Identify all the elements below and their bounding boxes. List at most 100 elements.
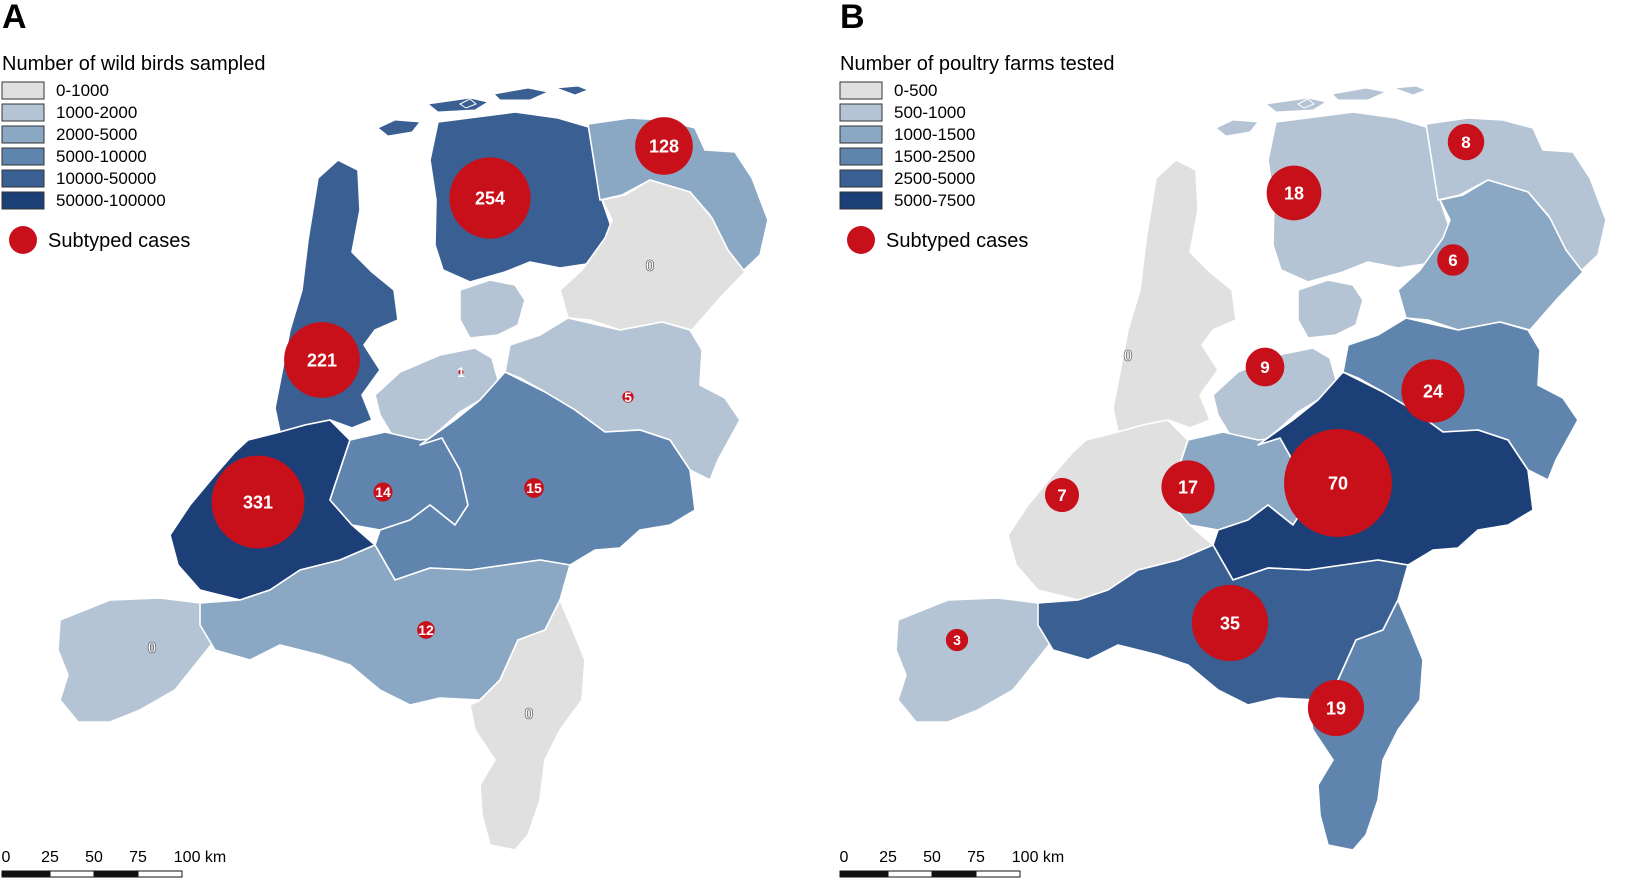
scale-tick-label: 25 bbox=[41, 849, 59, 866]
legend-label: 1500-2500 bbox=[894, 147, 975, 166]
scale-tick-label: 100 km bbox=[1012, 849, 1064, 866]
case-circle-flevoland bbox=[1245, 347, 1285, 387]
island-shape bbox=[555, 85, 590, 96]
scale-segment bbox=[975, 870, 1021, 878]
scale-tick-label: 50 bbox=[85, 849, 103, 866]
case-count-label: 35 bbox=[1220, 613, 1240, 633]
legend-swatch bbox=[839, 125, 883, 144]
legend-title: Number of poultry farms tested bbox=[840, 53, 1115, 75]
case-count-label: 12 bbox=[418, 622, 434, 638]
case-circle-overijssel bbox=[622, 391, 634, 403]
case-circle-limburg bbox=[1307, 679, 1365, 737]
island-shape bbox=[377, 119, 421, 137]
scale-segment bbox=[137, 870, 183, 878]
case-circle-gelderland bbox=[1284, 429, 1392, 537]
legend-swatch bbox=[1, 147, 45, 166]
legend-label: 50000-100000 bbox=[56, 191, 166, 210]
case-count-label: 0 bbox=[525, 706, 534, 723]
legend-label: 5000-7500 bbox=[894, 191, 975, 210]
case-count-label: 17 bbox=[1178, 477, 1198, 497]
province-map bbox=[57, 111, 769, 851]
province-noord-holland bbox=[1112, 159, 1237, 433]
case-count-label: 14 bbox=[375, 484, 391, 500]
case-circle-friesland bbox=[449, 157, 531, 239]
case-circle-flevoland bbox=[458, 369, 464, 375]
case-count-label: 331 bbox=[243, 492, 273, 512]
case-count-label: 24 bbox=[1423, 381, 1443, 401]
case-count-label: 70 bbox=[1328, 473, 1348, 493]
island-shape bbox=[426, 97, 490, 113]
province-zeeland bbox=[895, 597, 1069, 723]
case-count-label: 18 bbox=[1284, 183, 1304, 203]
scale-bar: 0 25 50 75 100 km bbox=[839, 849, 1064, 878]
case-count-label: 1 bbox=[457, 364, 465, 380]
case-circle-noord-brabant bbox=[1191, 584, 1269, 662]
case-count-label: 254 bbox=[475, 188, 505, 208]
island-shape bbox=[1297, 98, 1315, 109]
case-circle-groningen bbox=[1447, 123, 1485, 161]
scale-tick-label: 0 bbox=[2, 849, 11, 866]
legend-swatch bbox=[839, 81, 883, 100]
scale-segment bbox=[49, 870, 95, 878]
case-count-label: 0 bbox=[148, 640, 157, 657]
case-circles: 18 8 6 0 9 24 7 17 70 3 35 19 bbox=[945, 123, 1485, 737]
case-count-label: 3 bbox=[953, 632, 961, 648]
province-noordoostpolder bbox=[1297, 279, 1364, 339]
province-friesland bbox=[1267, 111, 1453, 283]
island-shape bbox=[1330, 87, 1388, 101]
legend-circle-symbol bbox=[9, 226, 37, 254]
legend-swatch bbox=[1, 191, 45, 210]
legend-label: 5000-10000 bbox=[56, 147, 147, 166]
island-shape bbox=[1393, 85, 1428, 96]
case-circle-zuid-holland bbox=[1044, 477, 1080, 513]
legend-circle-symbol bbox=[847, 226, 875, 254]
scale-segment bbox=[887, 870, 933, 878]
scale-tick-label: 0 bbox=[840, 849, 849, 866]
legend-swatch bbox=[1, 81, 45, 100]
scale-segment bbox=[93, 870, 139, 878]
case-circle-noord-holland bbox=[284, 322, 360, 398]
case-count-label: 221 bbox=[307, 350, 337, 370]
legend-label: 10000-50000 bbox=[56, 169, 156, 188]
legend-label: 1000-1500 bbox=[894, 125, 975, 144]
case-circle-zeeland bbox=[945, 628, 969, 652]
island-shape bbox=[1215, 119, 1259, 137]
legend-swatch bbox=[1, 125, 45, 144]
wadden-islands bbox=[1215, 85, 1428, 137]
province-map bbox=[895, 111, 1607, 851]
case-circle-groningen bbox=[635, 117, 693, 175]
legend: Number of wild birds sampled 0-1000 1000-2… bbox=[1, 53, 265, 254]
case-circle-utrecht bbox=[373, 482, 393, 502]
panel-label: A bbox=[2, 0, 27, 36]
scale-segment bbox=[839, 870, 889, 878]
case-count-label: 6 bbox=[1448, 251, 1457, 270]
legend-swatch bbox=[1, 103, 45, 122]
legend-label: 0-500 bbox=[894, 81, 937, 100]
wadden-islands bbox=[377, 85, 590, 137]
scale-bar: 0 25 50 75 100 km bbox=[1, 849, 226, 878]
scale-segment bbox=[931, 870, 977, 878]
legend-circle-label: Subtyped cases bbox=[886, 230, 1028, 252]
case-circle-gelderland bbox=[524, 478, 544, 498]
panel-a: A Number of wild birds sampled 0-1000 1000-… bbox=[1, 0, 769, 878]
legend-swatch bbox=[839, 191, 883, 210]
legend-circle-label: Subtyped cases bbox=[48, 230, 190, 252]
legend-swatch bbox=[839, 169, 883, 188]
case-count-label: 9 bbox=[1260, 358, 1269, 377]
case-count-label: 19 bbox=[1326, 698, 1346, 718]
island-shape bbox=[1264, 97, 1328, 113]
legend-label: 2500-5000 bbox=[894, 169, 975, 188]
island-shape bbox=[492, 87, 550, 101]
province-gelderland bbox=[374, 371, 696, 581]
case-count-label: 0 bbox=[1124, 348, 1133, 365]
panel-b: B Number of poultry farms tested 0-500 500-… bbox=[839, 0, 1607, 878]
province-noordoostpolder bbox=[459, 279, 526, 339]
legend-title: Number of wild birds sampled bbox=[2, 53, 265, 75]
legend-label: 2000-5000 bbox=[56, 125, 137, 144]
scale-tick-label: 75 bbox=[967, 849, 985, 866]
case-count-label: 7 bbox=[1057, 486, 1066, 505]
scale-tick-label: 50 bbox=[923, 849, 941, 866]
scale-tick-label: 25 bbox=[879, 849, 897, 866]
